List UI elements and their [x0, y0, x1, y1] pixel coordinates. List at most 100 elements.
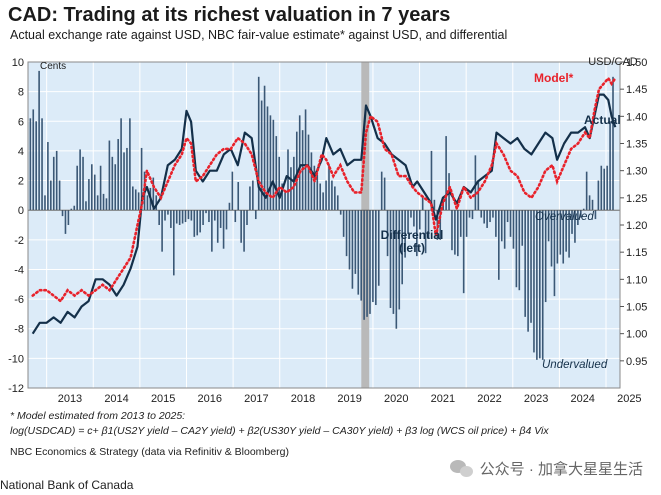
- differential-bar: [278, 156, 281, 211]
- differential-bar: [334, 186, 336, 211]
- differential-bar: [547, 210, 550, 242]
- right-tick-label: 1.10: [626, 274, 647, 286]
- differential-bar: [129, 118, 131, 211]
- differential-bar: [170, 210, 172, 228]
- differential-bar: [234, 210, 237, 223]
- x-tick-label: 2025: [617, 393, 641, 405]
- differential-bar: [237, 182, 240, 211]
- differential-bar: [568, 210, 570, 258]
- differential-bar: [284, 192, 286, 211]
- right-tick-label: 0.95: [626, 356, 647, 368]
- differential-bar: [492, 210, 494, 218]
- differential-bar: [577, 210, 579, 225]
- differential-bar: [254, 210, 257, 220]
- differential-bar: [574, 210, 576, 243]
- right-tick-label: 1.45: [626, 84, 647, 96]
- differential-bar: [307, 134, 310, 211]
- differential-bar: [579, 210, 582, 218]
- differential-bar: [410, 210, 412, 218]
- differential-bar: [357, 210, 360, 295]
- left-tick-label: -12: [8, 383, 24, 395]
- differential-bar: [413, 210, 415, 227]
- differential-bar: [228, 202, 231, 211]
- differential-bar: [93, 174, 96, 211]
- differential-bar: [500, 210, 503, 242]
- differential-bar: [134, 189, 137, 211]
- differential-bar: [105, 198, 108, 211]
- differential-bar: [342, 210, 345, 237]
- left-tick-label: -2: [14, 235, 24, 247]
- chart-title: CAD: Trading at its richest valuation in…: [8, 4, 451, 26]
- right-axis-title: USD/CAD: [588, 56, 638, 68]
- differential-bar: [477, 180, 480, 211]
- differential-bar: [316, 174, 319, 211]
- differential-bar: [184, 210, 187, 223]
- differential-bar: [486, 210, 488, 228]
- differential-bar: [32, 109, 35, 211]
- differential-bar: [88, 179, 90, 211]
- differential-bar: [606, 165, 608, 211]
- differential-bar: [249, 186, 251, 211]
- differential-bar: [336, 195, 339, 211]
- left-tick-label: 8: [18, 87, 24, 99]
- differential-bar: [445, 136, 447, 211]
- differential-bar: [383, 177, 386, 211]
- differential-bar: [588, 195, 591, 211]
- differential-bar: [52, 156, 55, 211]
- differential-bar: [38, 70, 40, 211]
- differential-bar: [600, 165, 603, 211]
- differential-bar: [395, 210, 398, 329]
- right-tick-label: 1.30: [626, 166, 647, 178]
- differential-bar: [158, 210, 160, 225]
- plot-background: [28, 62, 620, 388]
- differential-bar: [99, 165, 102, 211]
- differential-bar: [266, 106, 269, 211]
- differential-bar: [102, 193, 105, 211]
- differential-bar: [325, 180, 327, 211]
- differential-bar: [181, 210, 184, 224]
- differential-bar: [474, 155, 477, 211]
- right-tick-label: 1.00: [626, 329, 647, 341]
- differential-bar: [427, 210, 430, 239]
- differential-bar: [263, 85, 266, 211]
- differential-bar: [380, 171, 383, 211]
- watermark-text: 公众号 · 加拿大星星生活: [479, 461, 643, 478]
- differential-bar: [354, 210, 357, 274]
- differential-bar: [310, 152, 313, 211]
- left-tick-label: 6: [18, 116, 24, 128]
- differential-bar: [231, 171, 234, 211]
- differential-bar: [331, 180, 333, 211]
- x-tick-label: 2023: [524, 393, 548, 405]
- right-tick-label: 1.05: [626, 302, 647, 314]
- differential-bar: [489, 210, 491, 223]
- differential-bar: [348, 210, 351, 270]
- differential-bar: [582, 208, 585, 211]
- differential-bar: [328, 164, 330, 211]
- differential-bar: [339, 210, 342, 215]
- differential-bar: [495, 210, 497, 237]
- differential-bar: [515, 210, 518, 288]
- differential-bar: [275, 136, 278, 211]
- differential-bar: [369, 210, 371, 314]
- bank-label: National Bank of Canada: [0, 478, 134, 492]
- differential-bar: [360, 210, 362, 301]
- differential-bar: [79, 149, 81, 211]
- left-tick-label: 0: [18, 205, 24, 217]
- differential-bar: [550, 210, 553, 267]
- differential-bar: [465, 210, 468, 237]
- differential-bar: [82, 156, 84, 211]
- differential-bar: [55, 150, 58, 211]
- differential-bar: [553, 210, 556, 297]
- differential-bar: [213, 210, 216, 221]
- differential-bar: [123, 152, 125, 211]
- differential-bar: [199, 210, 201, 233]
- differential-bar: [190, 210, 193, 221]
- differential-bar: [269, 115, 272, 211]
- differential-bar: [539, 210, 541, 359]
- differential-bar: [205, 210, 207, 214]
- left-tick-label: 10: [12, 57, 24, 69]
- differential-bar: [609, 121, 611, 211]
- differential-bar: [29, 118, 32, 211]
- differential-bar: [544, 210, 547, 303]
- differential-bar: [167, 210, 169, 215]
